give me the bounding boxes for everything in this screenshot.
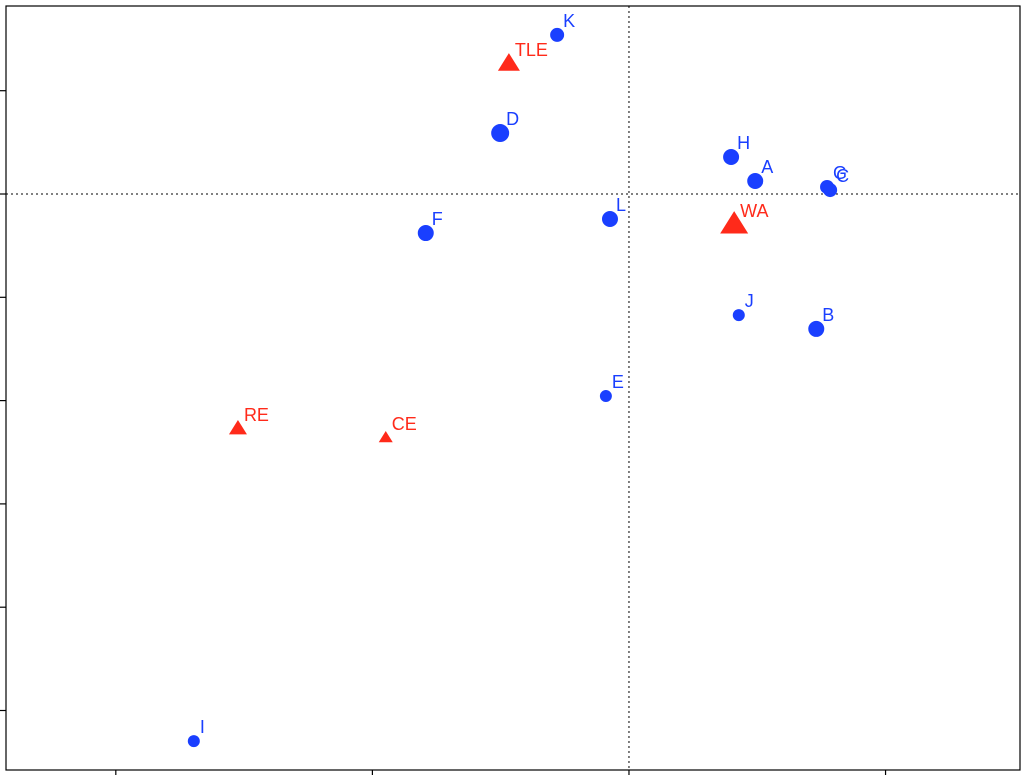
point-marker — [747, 172, 764, 189]
point-label: TLE — [515, 40, 548, 60]
point-label: A — [761, 157, 773, 177]
point-label: G — [833, 163, 847, 183]
point-marker — [378, 431, 393, 443]
plot-frame — [5, 5, 1021, 771]
point-marker — [720, 211, 749, 234]
point-label: I — [200, 717, 205, 737]
point-label: E — [612, 372, 624, 392]
point-marker — [187, 735, 200, 748]
point-label: B — [822, 305, 834, 325]
point-marker — [808, 320, 825, 337]
point-marker — [599, 390, 612, 403]
point-marker — [417, 225, 434, 242]
point-label: J — [745, 291, 754, 311]
point-label: WA — [740, 201, 768, 221]
point-marker — [723, 149, 740, 166]
point-marker — [497, 53, 520, 71]
point-marker — [601, 211, 618, 228]
point-marker — [228, 419, 247, 435]
point-marker — [491, 124, 510, 143]
point-label: K — [563, 11, 575, 31]
point-marker — [550, 27, 565, 42]
point-label: D — [506, 109, 519, 129]
point-label: H — [737, 133, 750, 153]
point-label: RE — [244, 405, 269, 425]
point-label: F — [432, 209, 443, 229]
point-label: CE — [392, 414, 417, 434]
point-label: L — [616, 195, 626, 215]
point-marker — [823, 183, 838, 198]
point-marker — [732, 309, 745, 322]
point-label: C — [836, 166, 849, 186]
